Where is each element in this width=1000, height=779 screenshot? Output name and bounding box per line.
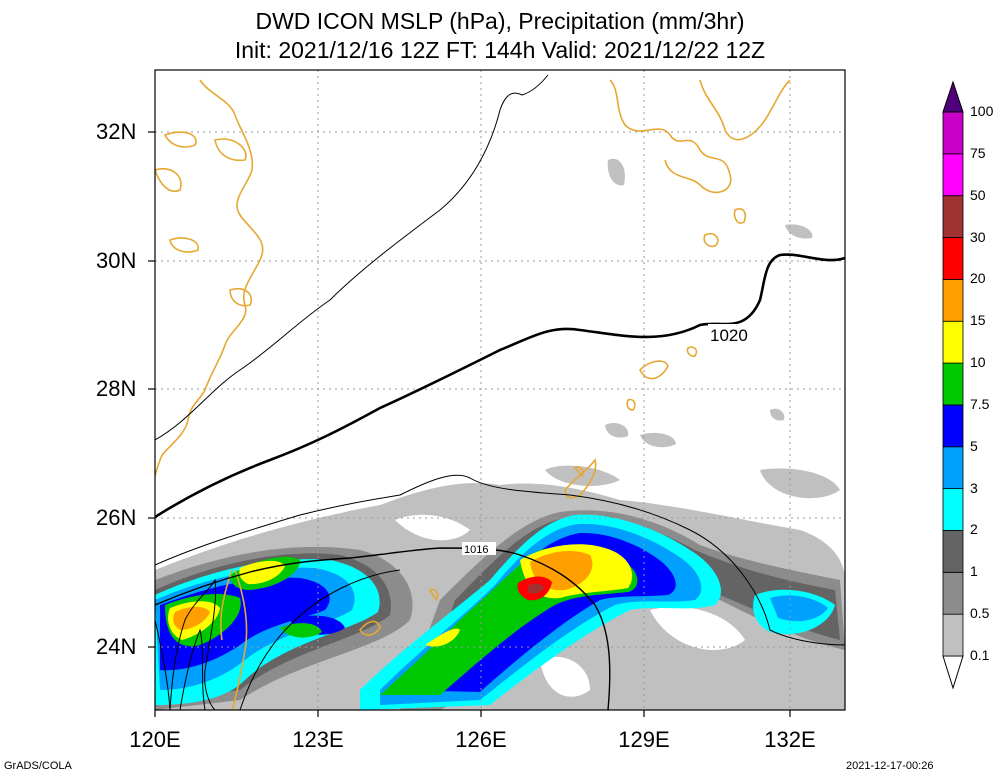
lat-lon-grid: [155, 70, 845, 710]
colorbar-label: 0.5: [970, 605, 990, 622]
isobars: [155, 74, 845, 710]
colorbar-label: 75: [970, 144, 986, 161]
axis-ticks: [148, 131, 791, 717]
lon-label: 129E: [618, 727, 670, 752]
lon-label: 132E: [764, 727, 816, 752]
footer-timestamp: 2021-12-17-00:26: [846, 760, 934, 772]
colorbar-swatch: [942, 195, 964, 238]
isobar-label-1020: 1020: [710, 326, 748, 345]
precip-gap: [540, 656, 590, 697]
precip-0.1: [760, 468, 840, 499]
precip-15: [173, 606, 210, 630]
lon-label: 123E: [292, 727, 344, 752]
colorbar-label: 10: [970, 354, 986, 371]
colorbar-label: 20: [970, 270, 986, 287]
map-title: DWD ICON MSLP (hPa), Precipitation (mm/3…: [255, 8, 745, 34]
colorbar-swatch: [942, 153, 964, 197]
precip-0.1: [605, 423, 629, 438]
lat-label: 30N: [96, 248, 137, 273]
lat-label: 26N: [96, 505, 137, 530]
colorbar-swatch: [942, 404, 964, 448]
colorbar-label: 1: [970, 563, 978, 580]
colorbar-label: 5: [970, 437, 978, 454]
isobar-inner: [155, 619, 171, 710]
precip-gap: [650, 606, 745, 650]
precip-3: [770, 595, 828, 622]
lat-label: 24N: [96, 634, 137, 659]
map-subtitle: Init: 2021/12/16 12Z FT: 144h Valid: 202…: [234, 37, 766, 63]
colorbar-label: 3: [970, 479, 978, 496]
map-plot-area: 1020 1016: [155, 70, 845, 710]
colorbar-label: 30: [970, 228, 986, 245]
precip-0.1: [785, 224, 813, 239]
colorbar-swatch: [942, 111, 964, 155]
colorbar-swatch: [942, 320, 964, 364]
precip-0.1: [640, 432, 676, 448]
colorbar-swatch: [942, 488, 964, 531]
colorbar-swatch: [942, 278, 964, 322]
lon-label: 120E: [129, 727, 181, 752]
lat-label: 32N: [96, 119, 137, 144]
isobar-1024: [155, 74, 549, 441]
colorbar-max-triangle: [942, 80, 964, 113]
precip-30: [528, 583, 544, 594]
isobar-label-1016: 1016: [464, 544, 488, 556]
coastlines: [155, 79, 791, 710]
isobar-inner: [169, 578, 217, 710]
precip-0.1: [770, 408, 785, 421]
isobar-1016-outer: [155, 474, 845, 646]
colorbar-label: 15: [970, 312, 986, 329]
colorbar-min-triangle: [942, 655, 964, 690]
precip-gap: [395, 514, 470, 541]
isobar-inner: [179, 628, 206, 710]
precip-0.1: [607, 158, 625, 186]
colorbar-label: 100: [970, 103, 994, 119]
colorbar-swatch: [942, 446, 964, 490]
precip-7.5: [280, 623, 322, 638]
colorbar-label: 2: [970, 521, 978, 538]
lon-label: 126E: [455, 727, 507, 752]
colorbar-label: 7.5: [970, 395, 990, 412]
plot-frame: [154, 69, 846, 711]
colorbar-label: 0.1: [970, 647, 990, 663]
precip-10: [425, 628, 460, 647]
colorbar-swatch: [942, 613, 964, 657]
colorbar-swatch: [942, 571, 964, 615]
footer-software: GrADS/COLA: [4, 760, 72, 772]
colorbar-swatch: [942, 237, 964, 280]
isobar-inner: [239, 569, 401, 710]
colorbar-swatch: [942, 362, 964, 406]
colorbar-label: 50: [970, 186, 986, 203]
isobar-1020: [155, 253, 845, 519]
colorbar-swatch: [942, 530, 964, 573]
lat-label: 28N: [96, 376, 137, 401]
isobar-1016: [155, 547, 611, 710]
